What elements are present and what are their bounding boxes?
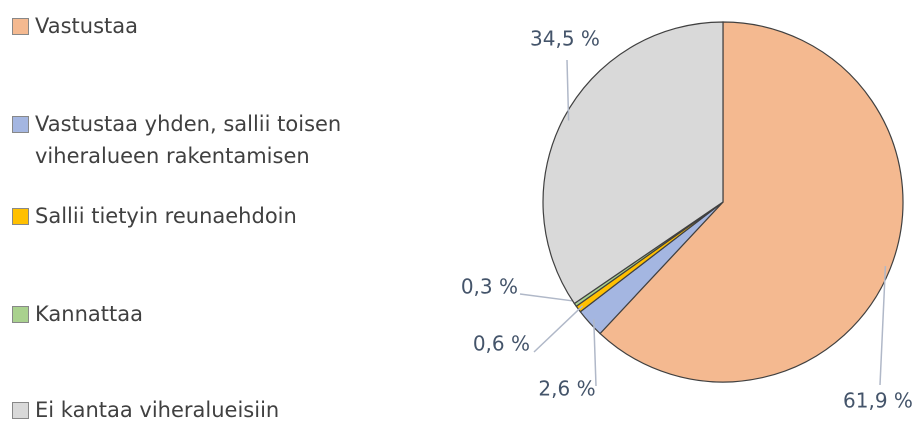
leader-line (593, 319, 597, 387)
leader-line (879, 266, 887, 386)
legend-item: Ei kantaa viheralueisiin (12, 394, 392, 422)
legend-swatch (12, 306, 29, 323)
legend-label: Sallii tietyin reunaehdoin (35, 204, 297, 228)
legend-label: Kannattaa (35, 302, 143, 326)
legend-swatch (12, 402, 29, 419)
leader-line (566, 59, 570, 121)
data-label: 0,6 % (473, 332, 530, 356)
pie-slice (599, 21, 904, 383)
legend-label: Vastustaa yhden, sallii toisen viheralue… (35, 112, 342, 168)
pie-slice (542, 21, 724, 305)
leader-line (533, 305, 584, 353)
data-label: 0,3 % (461, 275, 518, 299)
data-label: 61,9 % (843, 389, 913, 413)
leader-line (519, 293, 580, 303)
data-label: 34,5 % (530, 27, 600, 51)
legend-label: Ei kantaa viheralueisiin (35, 398, 280, 422)
legend-item: Sallii tietyin reunaehdoin (12, 200, 392, 232)
legend-label: Vastustaa (35, 14, 139, 38)
legend-item: Kannattaa (12, 298, 392, 330)
legend-item: Vastustaa yhden, sallii toisen viheralue… (12, 108, 392, 172)
data-label: 2,6 % (538, 377, 595, 401)
legend-swatch (12, 18, 29, 35)
legend-swatch (12, 116, 29, 133)
legend-item: Vastustaa (12, 10, 392, 42)
legend-swatch (12, 208, 29, 225)
